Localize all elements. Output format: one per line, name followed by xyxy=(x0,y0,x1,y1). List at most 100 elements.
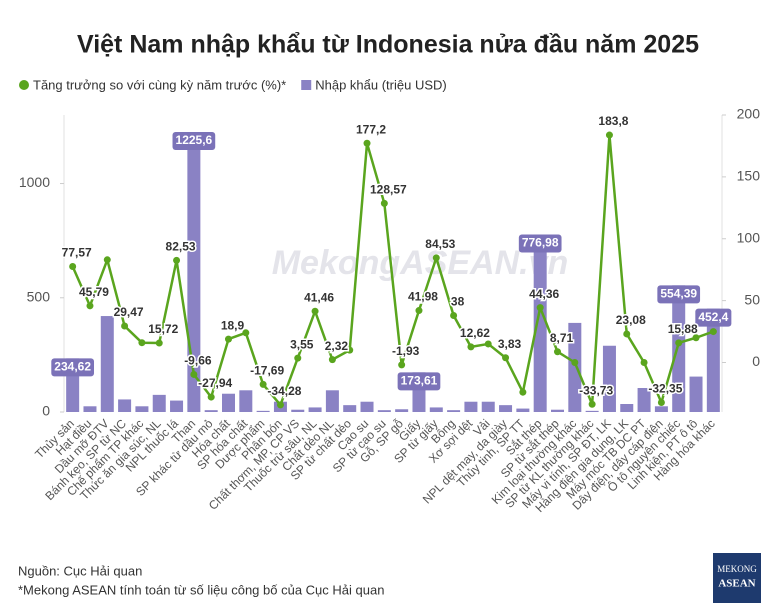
line-point xyxy=(519,388,527,396)
line-value-label: 177,2 xyxy=(356,122,386,136)
bar-label-group: 452,4 xyxy=(695,308,732,327)
line-value-label: 3,83 xyxy=(498,337,522,351)
line-point xyxy=(328,356,336,364)
line-value-label: 18,9 xyxy=(221,318,245,332)
line-value-label: -27,94 xyxy=(198,376,232,390)
line-point xyxy=(155,339,163,347)
bar xyxy=(152,394,166,412)
note: *Mekong ASEAN tính toán từ số liệu công … xyxy=(18,582,384,597)
line-point xyxy=(294,354,302,362)
line-point xyxy=(484,340,492,348)
bar-value-label: 234,62 xyxy=(54,360,91,374)
line-value-label: 23,08 xyxy=(616,313,646,327)
line xyxy=(71,133,714,407)
line-value-label: 15,88 xyxy=(668,322,698,336)
bar xyxy=(187,131,201,412)
y-tick-label: 1000 xyxy=(19,174,50,190)
legend-marker xyxy=(19,80,29,90)
bar-label-box xyxy=(657,285,701,304)
line-value-label: 8,71 xyxy=(550,331,574,345)
line-value-label: 41,46 xyxy=(304,290,334,304)
line-value-label: 41,98 xyxy=(408,290,438,304)
chart-title: Việt Nam nhập khẩu từ Indonesia nửa đầu … xyxy=(77,31,699,59)
bar-value-label: 452,4 xyxy=(698,310,728,324)
bar xyxy=(395,409,409,412)
line-point xyxy=(692,334,700,342)
bar xyxy=(568,322,582,412)
bar xyxy=(464,401,478,412)
line-point xyxy=(657,399,665,407)
line-point xyxy=(86,302,94,310)
line-point xyxy=(675,339,683,347)
bar-label-box xyxy=(51,358,95,377)
line-point xyxy=(363,139,371,147)
bar xyxy=(481,401,495,412)
line-value-label: 82,53 xyxy=(166,240,196,254)
line-point xyxy=(640,359,648,366)
bar-label-group: 776,98 xyxy=(518,234,562,253)
bar xyxy=(620,404,634,412)
line-value-label: 2,32 xyxy=(325,339,349,353)
line-point xyxy=(450,311,458,319)
line-value-label: -17,69 xyxy=(250,364,284,378)
line-value-label: 183,8 xyxy=(598,114,628,128)
line-point xyxy=(432,254,440,262)
bar-label-box xyxy=(518,234,562,253)
line-point xyxy=(346,346,354,354)
line-point xyxy=(173,256,181,264)
line-point xyxy=(190,370,198,378)
line-point xyxy=(536,304,544,312)
line-point xyxy=(554,348,561,356)
legend-label: Tăng trưởng so với cùng kỳ năm trước (%)… xyxy=(33,77,286,92)
bar xyxy=(308,407,322,412)
line-value-label: 29,47 xyxy=(114,305,144,319)
line-value-label: -33,73 xyxy=(579,383,613,397)
y2-tick-label: 0 xyxy=(752,353,760,369)
bar xyxy=(325,390,339,412)
bar-value-label: 1225,6 xyxy=(176,133,213,147)
line-value-label: -34,28 xyxy=(267,384,301,398)
line-point xyxy=(207,393,215,401)
line-point xyxy=(467,343,475,351)
line-point xyxy=(138,339,146,347)
logo-text: MEKONG xyxy=(717,564,757,574)
legend-label: Nhập khẩu (triệu USD) xyxy=(315,77,447,92)
line-point xyxy=(69,263,77,271)
logo-text: ASEAN xyxy=(718,578,755,590)
line-value-label: 3,55 xyxy=(290,337,314,351)
legend-marker xyxy=(301,80,312,90)
bar xyxy=(239,390,253,412)
line-value-label: 44,36 xyxy=(529,287,559,301)
bar xyxy=(135,406,149,412)
line-value-label: 45,79 xyxy=(79,285,109,299)
bar-label-group: 173,61 xyxy=(397,372,441,391)
bar xyxy=(100,316,114,412)
y2-tick-label: 100 xyxy=(737,229,761,245)
line-value-label: 84,53 xyxy=(425,237,455,251)
line-value-label: -32,35 xyxy=(648,382,682,396)
bar xyxy=(291,409,305,412)
line-value-label: 128,57 xyxy=(370,183,407,197)
bar xyxy=(170,400,184,412)
line-point xyxy=(415,307,423,315)
bar xyxy=(516,408,530,412)
bar-label-box xyxy=(695,308,732,327)
bar xyxy=(360,401,374,412)
line-value-label: 77,57 xyxy=(62,246,92,260)
bar-label-group: 554,39 xyxy=(657,285,701,304)
bar-label-box xyxy=(172,131,216,150)
bar-label-group: 234,62 xyxy=(51,358,95,377)
line-value-label: -1,93 xyxy=(392,344,420,358)
bar-value-label: 554,39 xyxy=(660,287,697,301)
line-point xyxy=(225,335,232,343)
bar xyxy=(118,399,132,412)
line-point xyxy=(259,380,267,388)
line-value-label: -9,66 xyxy=(184,354,212,368)
bar xyxy=(689,376,703,412)
line-point xyxy=(571,359,579,366)
bar xyxy=(499,405,513,412)
line-point xyxy=(709,328,717,336)
line-value-label: 15,72 xyxy=(148,322,178,336)
line-point xyxy=(380,199,388,207)
